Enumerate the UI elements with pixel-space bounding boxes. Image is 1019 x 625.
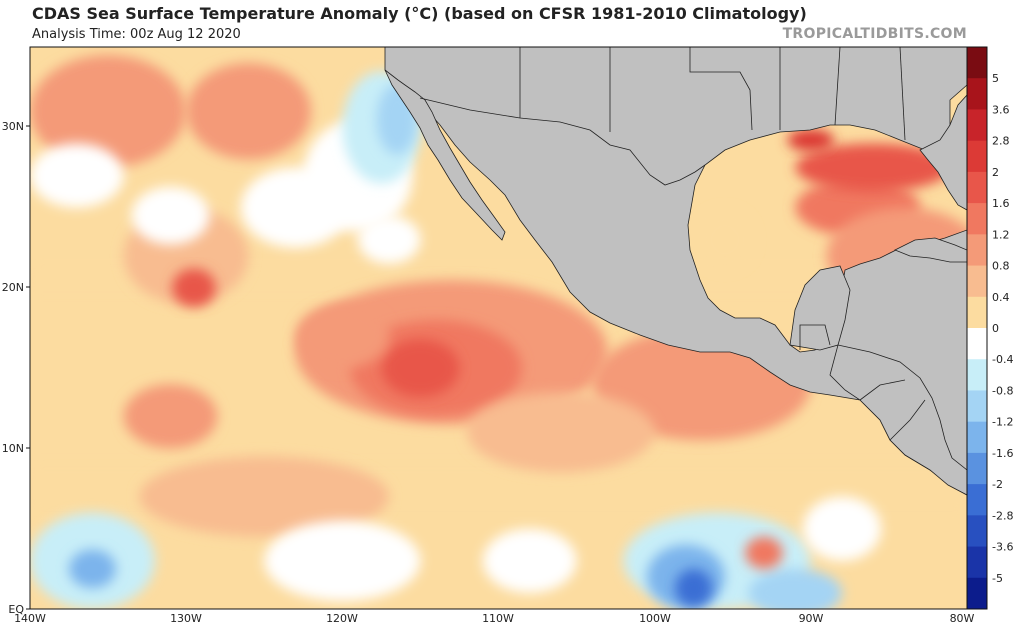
lon-tick-label: 130W <box>170 612 202 625</box>
florida-land <box>919 94 967 211</box>
colorbar-swatch <box>967 577 987 610</box>
colorbar-label: -2.8 <box>992 509 1013 522</box>
colorbar-swatch <box>967 515 987 548</box>
latitude-axis: 30N 20N 10N EQ <box>2 120 30 616</box>
colorbar-swatch <box>967 484 987 516</box>
anomaly-blob <box>264 520 421 601</box>
anomaly-blob <box>123 384 218 449</box>
lon-tick-label: 100W <box>639 612 671 625</box>
colorbar-swatch <box>967 78 987 110</box>
colorbar-swatch <box>967 546 987 579</box>
colorbar-label: -2 <box>992 478 1003 491</box>
cuba-land <box>894 237 967 263</box>
lat-tick-label: EQ <box>8 603 24 616</box>
plot-area <box>29 46 968 610</box>
colorbar-label: 0 <box>992 322 999 335</box>
analysis-time: Analysis Time: 00z Aug 12 2020 <box>32 27 241 42</box>
site-watermark: TROPICALTIDBITS.COM <box>782 26 967 42</box>
anomaly-blob <box>795 143 952 192</box>
lon-tick-label: 80W <box>950 612 975 625</box>
colorbar-label: -1.2 <box>992 416 1013 429</box>
anomaly-blob <box>482 528 577 593</box>
chart-title: CDAS Sea Surface Temperature Anomaly (°C… <box>32 4 807 23</box>
colorbar-label: 1.6 <box>992 197 1010 210</box>
colorbar-swatch <box>967 390 987 423</box>
colorbar-label: -5 <box>992 572 1003 585</box>
lat-tick-label: 10N <box>2 442 24 455</box>
anomaly-blob <box>139 456 390 537</box>
anomaly-blob <box>787 128 835 152</box>
colorbar-label: 5 <box>992 72 999 85</box>
anomaly-blob <box>748 568 843 609</box>
country-borders <box>419 47 926 441</box>
colorbar-swatch <box>967 109 987 142</box>
colorbar-swatch <box>967 421 987 454</box>
anomaly-blob <box>30 55 187 168</box>
anomaly-blob <box>745 536 783 569</box>
colorbar-swatch <box>967 140 987 173</box>
colorbar-label: 0.8 <box>992 260 1010 273</box>
anomaly-blob <box>295 303 390 369</box>
colorbar-swatch <box>967 452 987 485</box>
colorbar-label: 3.6 <box>992 103 1010 116</box>
land-layer <box>384 47 967 496</box>
anomaly-blob <box>381 339 460 398</box>
colorbar-frame <box>966 46 988 610</box>
colorbar-legend: 5 3.6 2.8 2 1.6 1.2 0.8 0.4 0 -0.4 -0.8 -1.2 -1.6 -2 -… <box>966 46 1013 610</box>
anomaly-blob <box>357 215 421 264</box>
colorbar-swatch <box>967 203 987 235</box>
lat-tick-label: 30N <box>2 120 24 133</box>
anomaly-blob <box>696 210 754 269</box>
anomaly-blob <box>172 268 216 308</box>
lon-tick-label: 110W <box>482 612 514 625</box>
lon-tick-label: 140W <box>14 612 46 625</box>
colorbar-label: -3.6 <box>992 541 1013 554</box>
colorbar-label: 1.2 <box>992 228 1010 241</box>
colorbar-swatch <box>967 171 987 204</box>
colorbar-labels: 5 3.6 2.8 2 1.6 1.2 0.8 0.4 0 -0.4 -0.8 -1.2 -1.6 -2 -… <box>992 72 1013 585</box>
colorbar-swatch <box>967 359 987 391</box>
colorbar-label: 2 <box>992 166 999 179</box>
colorbar-swatch <box>967 47 987 79</box>
lon-tick-label: 90W <box>799 612 824 625</box>
anomaly-blob <box>30 143 124 208</box>
longitude-axis: 140W 130W 120W 110W 100W 90W 80W <box>14 612 974 625</box>
colorbar-label: 0.4 <box>992 291 1010 304</box>
anomaly-blob <box>803 496 882 561</box>
anomaly-blob <box>467 392 655 473</box>
colorbar-label: -1.6 <box>992 447 1013 460</box>
anomaly-blob <box>186 63 312 160</box>
colorbar-swatch <box>967 234 987 267</box>
anomaly-blob <box>674 568 713 608</box>
baja-california-land <box>384 69 506 241</box>
lon-tick-label: 120W <box>326 612 358 625</box>
colorbar-swatch <box>967 328 987 360</box>
colorbar-label: 2.8 <box>992 135 1010 148</box>
colorbar-label: -0.8 <box>992 384 1013 397</box>
yucatan-land <box>789 265 851 351</box>
colorbar-swatch <box>967 296 987 329</box>
lat-tick-label: 20N <box>2 281 24 294</box>
colorbar-label: -0.4 <box>992 353 1013 366</box>
anomaly-blob <box>69 549 116 589</box>
anomaly-blob <box>131 186 210 245</box>
colorbar-swatch <box>967 265 987 298</box>
colorbar-swatches <box>967 47 987 610</box>
